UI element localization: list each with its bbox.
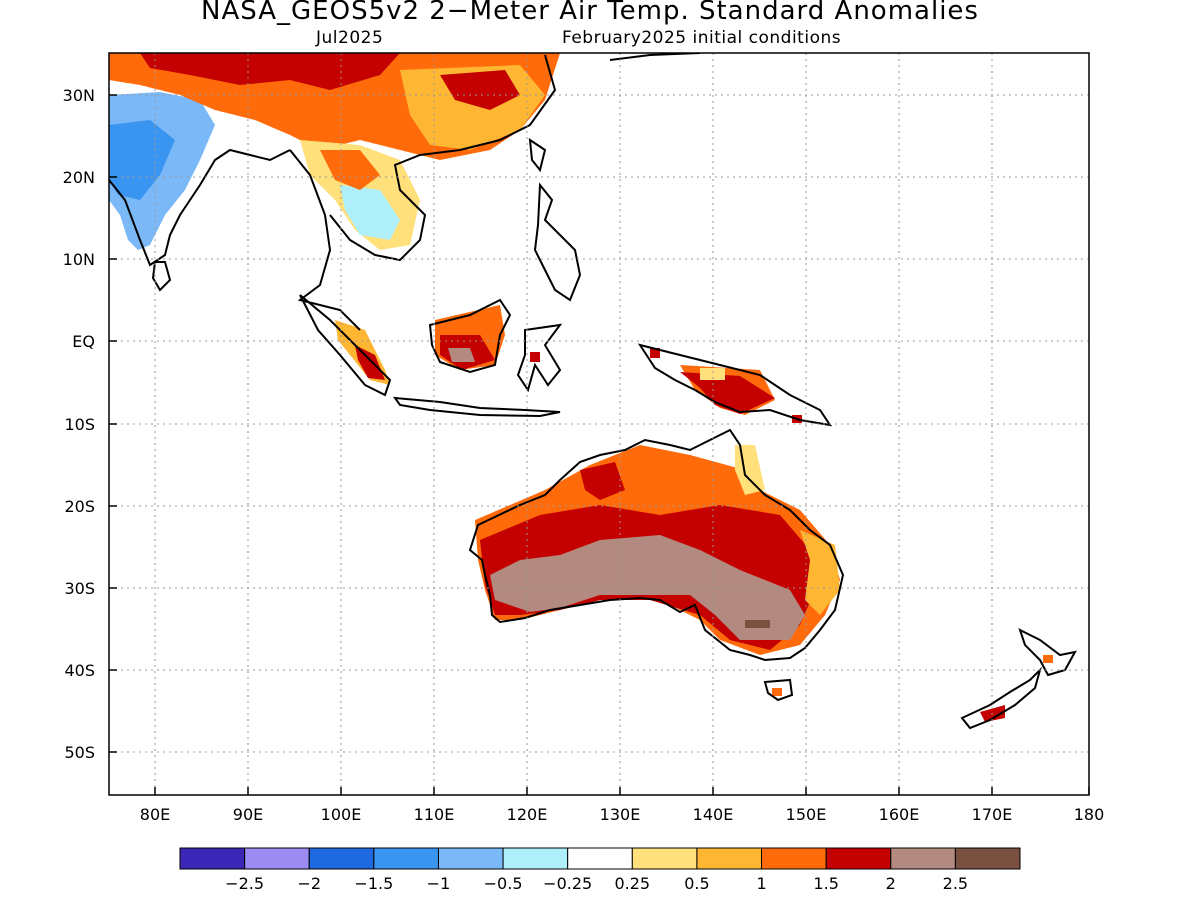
y-tick-label: 20N (63, 168, 95, 187)
colorbar-swatch (890, 847, 956, 870)
x-tick-label: 140E (693, 805, 734, 824)
initial-conditions-label: February2025 initial conditions (562, 28, 842, 48)
x-tick-label: 150E (786, 805, 827, 824)
philippines-coast (533, 182, 582, 302)
colorbar-label: 0.5 (684, 874, 709, 893)
halmahera-spot (650, 348, 660, 358)
colorbar-label: 1 (756, 874, 766, 893)
x-tick-label: 160E (879, 805, 920, 824)
x-tick-label: 170E (972, 805, 1013, 824)
india-cool-core (109, 120, 175, 200)
australia-east-warm (800, 530, 840, 615)
y-tick-label: 50S (64, 743, 95, 762)
nz-south-coast (960, 666, 1042, 730)
graticule (109, 53, 1089, 795)
y-tick-label: EQ (72, 332, 95, 351)
indochina-cool (340, 185, 400, 240)
colorbar-label: 2 (886, 874, 896, 893)
colorbar-swatch (954, 847, 1021, 870)
colorbar-swatch (437, 847, 504, 870)
borneo-coast (428, 298, 512, 374)
colorbar-swatch (308, 847, 375, 870)
colorbar-label: −2.5 (225, 874, 264, 893)
y-tick-label: 10N (63, 250, 95, 269)
new-guinea-coast (637, 343, 833, 427)
sri-lanka-coast (151, 261, 172, 292)
y-axis-ticks: 30N 20N 10N EQ 10S 20S 30S 40S 50S (63, 86, 117, 762)
colorbar-label: −1 (427, 874, 451, 893)
colorbar-label: −2 (297, 874, 321, 893)
borneo-brown (448, 348, 475, 362)
australia-north-hot (580, 462, 625, 500)
y-tick-label: 30S (64, 579, 95, 598)
colorbar-label: −0.5 (484, 874, 523, 893)
new-guinea-hot (680, 372, 775, 414)
y-tick-label: 30N (63, 86, 95, 105)
valid-month-label: Jul2025 (316, 28, 384, 48)
colorbar-swatch (567, 847, 633, 870)
sumatra-coast (299, 294, 392, 397)
colorbar-swatch (696, 847, 763, 870)
x-axis-ticks: 80E 90E 100E 110E 120E 130E 140E 150E 160E 170E 18… (140, 787, 1105, 824)
coastlines (109, 53, 1077, 730)
java-coast (392, 396, 561, 418)
australia-darkbrown-spot (745, 620, 770, 628)
x-tick-label: 130E (600, 805, 641, 824)
colorbar-label: 2.5 (943, 874, 968, 893)
colorbar-label: 1.5 (813, 874, 838, 893)
y-tick-label: 40S (64, 661, 95, 680)
tasmania-coast (763, 678, 794, 702)
sulawesi-coast (516, 323, 563, 393)
colorbar-swatch (373, 847, 439, 870)
australia-brown-core (490, 535, 805, 640)
map-title: NASA_GEOS5v2 2−Meter Air Temp. Standard … (201, 0, 979, 26)
nz-north-spot (1043, 655, 1053, 663)
north-hot-band (140, 53, 400, 90)
tasmania-spot (772, 688, 782, 696)
x-tick-label: 80E (140, 805, 170, 824)
colorbar-swatch (244, 847, 310, 870)
colorbar-swatch (179, 847, 246, 870)
colorbar: −2.5 −2 −1.5 −1 −0.5 −0.25 0.25 0.5 1 1.5 2 2.5 (179, 847, 1021, 893)
china-hot-core (440, 70, 520, 110)
y-tick-label: 10S (64, 415, 95, 434)
y-tick-label: 20S (64, 497, 95, 516)
india-coast (109, 148, 291, 267)
colorbar-swatch (502, 847, 569, 870)
x-tick-label: 90E (233, 805, 263, 824)
x-tick-label: 180 (1074, 805, 1105, 824)
sulawesi-spot (530, 352, 540, 362)
colorbar-label: 0.25 (614, 874, 650, 893)
colorbar-swatch (825, 847, 892, 870)
x-tick-label: 120E (507, 805, 548, 824)
x-tick-label: 100E (321, 805, 362, 824)
anomaly-field (109, 53, 1053, 722)
colorbar-swatch (631, 847, 698, 870)
new-guinea-yellow (700, 368, 725, 380)
map-frame-bg (109, 53, 1089, 795)
colorbar-swatch (761, 847, 827, 870)
colorbar-label: −1.5 (354, 874, 393, 893)
australia-coast (468, 428, 845, 662)
myanmar-warm (320, 150, 380, 190)
colorbar-label: −0.25 (543, 874, 592, 893)
x-tick-label: 110E (414, 805, 455, 824)
